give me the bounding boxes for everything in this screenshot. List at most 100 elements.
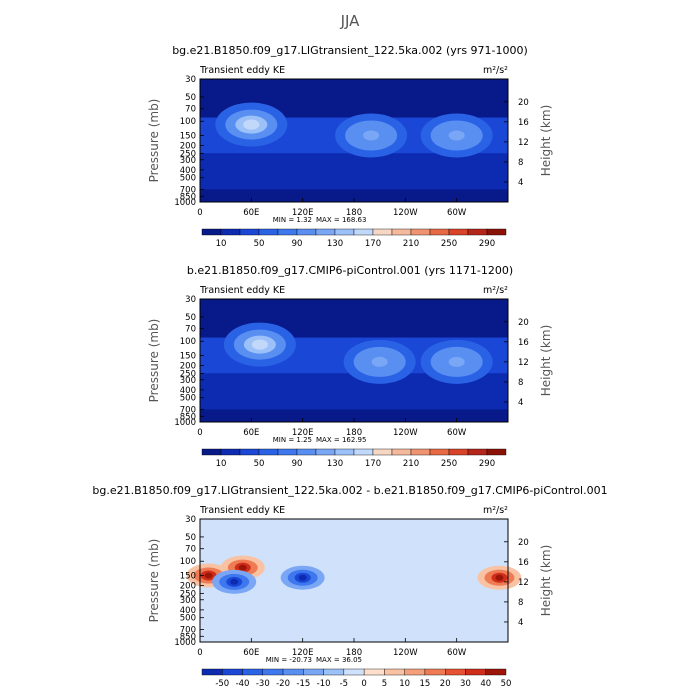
colorbar-swatch xyxy=(486,448,507,456)
colorbar-label: 250 xyxy=(441,239,457,249)
colorbar-swatch xyxy=(363,668,385,676)
contour-band xyxy=(200,189,508,202)
colorbar-swatch xyxy=(258,228,279,236)
y-tick-label: 150 xyxy=(180,571,196,581)
y-tick-label: 850 xyxy=(180,632,196,642)
colorbar-swatch xyxy=(220,448,241,456)
colorbar-swatch xyxy=(429,448,450,456)
colorbar-label: 290 xyxy=(479,239,495,249)
colorbar-label: 210 xyxy=(403,459,419,469)
panel-units-label: m²/s² xyxy=(483,505,508,516)
y-tick-label: 250 xyxy=(180,149,196,159)
data-feature xyxy=(230,578,239,585)
colorbar-swatch xyxy=(410,448,431,456)
y2-tick-label: 12 xyxy=(518,138,529,148)
y2-tick-label: 12 xyxy=(518,578,529,588)
y2-tick-label: 8 xyxy=(518,598,523,608)
colorbar-label: 0 xyxy=(361,679,366,689)
y-tick-label: 100 xyxy=(180,117,196,127)
colorbar-swatch xyxy=(353,448,374,456)
x-tick-label: 0 xyxy=(197,648,202,658)
data-feature xyxy=(243,119,260,130)
data-feature xyxy=(251,339,268,350)
panel-variable-label: Transient eddy KE xyxy=(199,285,285,296)
colorbar-label: 90 xyxy=(292,459,303,469)
x-tick-label: 120W xyxy=(393,648,418,658)
min-label: MIN = 1.25 xyxy=(273,436,312,444)
y2-tick-label: 4 xyxy=(518,178,523,188)
colorbar-swatch xyxy=(277,448,298,456)
panel-title: b.e21.B1850.f09_g17.CMIP6-piControl.001 … xyxy=(187,264,513,277)
colorbar-swatch xyxy=(334,448,355,456)
colorbar-label: 170 xyxy=(365,239,381,249)
data-feature xyxy=(448,130,465,141)
colorbar-swatch xyxy=(445,668,466,676)
colorbar-label: -10 xyxy=(317,679,331,689)
y-tick-label: 300 xyxy=(180,156,196,166)
colorbar-label: 40 xyxy=(480,679,491,689)
data-feature xyxy=(371,356,388,367)
y-tick-label: 70 xyxy=(185,545,196,555)
y2-tick-label: 20 xyxy=(518,538,529,548)
colorbar-label: 50 xyxy=(501,679,512,689)
y-tick-label: 70 xyxy=(185,105,196,115)
x-tick-label: 180 xyxy=(346,648,362,658)
colorbar-swatch xyxy=(220,228,241,236)
data-feature xyxy=(238,564,247,571)
y-tick-label: 50 xyxy=(185,533,196,543)
panel-title: bg.e21.B1850.f09_g17.LIGtransient_122.5k… xyxy=(172,44,528,57)
y-axis-title: Pressure (mb) xyxy=(147,539,161,623)
y2-tick-label: 20 xyxy=(518,98,529,108)
y-tick-label: 400 xyxy=(180,606,196,616)
y-tick-label: 30 xyxy=(185,75,196,85)
data-feature xyxy=(363,130,380,141)
colorbar-label: 210 xyxy=(403,239,419,249)
colorbar-label: 130 xyxy=(327,459,343,469)
max-label: MAX = 36.05 xyxy=(316,656,362,664)
y-tick-label: 400 xyxy=(180,386,196,396)
y-tick-label: 700 xyxy=(180,185,196,195)
colorbar-swatch xyxy=(465,668,486,676)
y-tick-label: 300 xyxy=(180,376,196,386)
colorbar-label: -50 xyxy=(215,679,229,689)
colorbar-swatch xyxy=(296,448,317,456)
colorbar-label: -40 xyxy=(236,679,250,689)
x-tick-label: 60W xyxy=(447,208,467,218)
data-feature xyxy=(448,356,465,367)
y-tick-label: 150 xyxy=(180,131,196,141)
y-tick-label: 400 xyxy=(180,166,196,176)
y-tick-label: 700 xyxy=(180,625,196,635)
contour-band xyxy=(200,409,508,422)
y2-tick-label: 20 xyxy=(518,318,529,328)
x-tick-label: 60E xyxy=(243,648,259,658)
data-feature xyxy=(495,574,504,581)
colorbar-swatch xyxy=(353,228,374,236)
colorbar-swatch xyxy=(262,668,284,676)
colorbar-swatch xyxy=(303,668,324,676)
colorbar-swatch xyxy=(429,228,450,236)
x-tick-label: 180 xyxy=(346,208,362,218)
y-tick-label: 30 xyxy=(185,295,196,305)
colorbar-swatch xyxy=(448,228,469,236)
x-tick-label: 0 xyxy=(197,208,202,218)
colorbar-swatch xyxy=(391,228,412,236)
y2-tick-label: 4 xyxy=(518,398,523,408)
y-tick-label: 1000 xyxy=(174,418,196,428)
min-label: MIN = 1.32 xyxy=(273,216,312,224)
max-label: MAX = 168.63 xyxy=(316,216,366,224)
x-tick-label: 60W xyxy=(447,648,467,658)
y-tick-label: 250 xyxy=(180,369,196,379)
panel-variable-label: Transient eddy KE xyxy=(199,505,285,516)
colorbar-swatch xyxy=(485,668,507,676)
colorbar-swatch xyxy=(239,448,260,456)
panel-2: b.e21.B1850.f09_g17.CMIP6-piControl.001 … xyxy=(147,264,553,469)
y-tick-label: 200 xyxy=(180,362,196,372)
y-tick-label: 300 xyxy=(180,596,196,606)
colorbar-swatch xyxy=(323,668,345,676)
x-tick-label: 120E xyxy=(292,208,314,218)
y-tick-label: 150 xyxy=(180,351,196,361)
colorbar-label: 10 xyxy=(216,459,227,469)
colorbar-swatch xyxy=(404,668,426,676)
panel-variable-label: Transient eddy KE xyxy=(199,65,285,76)
